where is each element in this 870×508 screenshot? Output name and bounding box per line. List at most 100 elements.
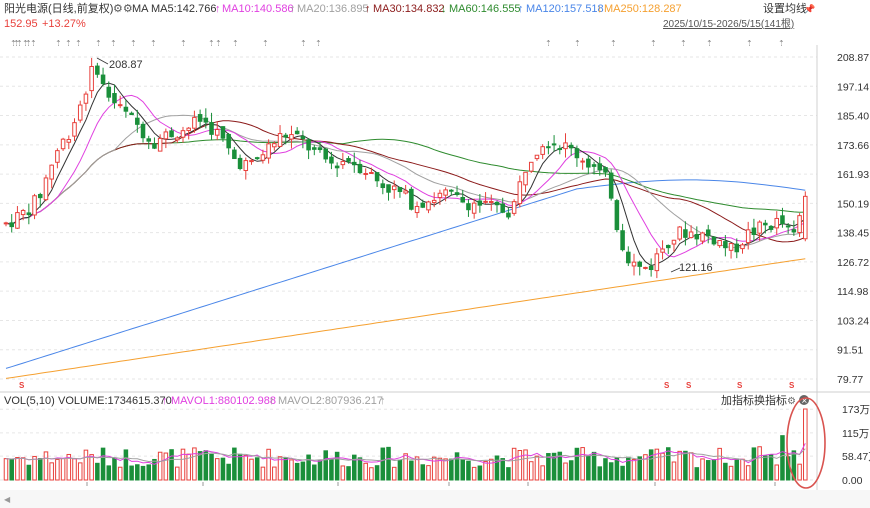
candle-body [431, 199, 437, 204]
candle-body [112, 93, 117, 104]
volume-bar [374, 465, 380, 481]
price-tick-label: 161.93 [837, 169, 869, 181]
event-arrow-icon: ⇡ [75, 39, 82, 48]
volume-bar [637, 456, 642, 481]
volume-bar [20, 457, 26, 481]
volume-bar [517, 450, 523, 481]
candle-body [20, 209, 26, 216]
candle-body [500, 203, 505, 213]
volume-bar [409, 460, 414, 481]
candle-body [791, 229, 797, 233]
volume-bar [283, 457, 289, 481]
candle-body [169, 130, 174, 138]
candle-body [683, 229, 688, 238]
volume-bar [249, 458, 254, 481]
volume-bar [363, 462, 368, 481]
event-arrow-icon: ⇡ [150, 39, 157, 48]
candle-body [477, 200, 483, 206]
add-indicator-button[interactable]: 加指标 [721, 393, 754, 407]
low-annotation: 121.16 [679, 262, 713, 274]
ma250-arrow-icon: ↓ [597, 3, 603, 15]
gear-icon[interactable]: ⚙⚙ [113, 3, 133, 15]
volume-bar [500, 458, 505, 481]
volume-bar [557, 451, 563, 481]
event-arrow-icon: ⇡ [315, 39, 322, 48]
volume-bar [380, 447, 386, 481]
gear-icon-volume[interactable]: ⚙ [787, 396, 796, 407]
volume-bar [317, 460, 323, 481]
candle-body [803, 195, 808, 240]
candle-body [677, 226, 682, 240]
pin-icon[interactable]: 📌 [804, 3, 815, 14]
candle-body [220, 126, 226, 139]
annotations: 208.87 121.16 [96, 57, 713, 274]
volume-bar [791, 450, 797, 481]
volume-bar [489, 458, 494, 481]
candle-body [665, 244, 671, 249]
close-x-icon[interactable]: ✕ [801, 397, 808, 406]
volume-bar [700, 458, 705, 481]
date-range[interactable]: 2025/10/15-2026/5/15(141根) [663, 17, 794, 30]
volume-ma-lines [5, 443, 806, 465]
volume-bar [648, 449, 654, 481]
volume-bar [180, 448, 186, 481]
candle-body [534, 154, 540, 160]
ma60-line [5, 138, 806, 226]
volume-bar [209, 453, 214, 481]
volume-bar [369, 467, 374, 481]
volume-bar [711, 459, 717, 481]
candle-body [369, 171, 374, 174]
ma30-line [5, 120, 806, 243]
candle-body [83, 93, 89, 104]
scroll-left-icon[interactable]: ◀ [4, 495, 11, 504]
candle-body [688, 231, 694, 239]
volume-bar [671, 461, 677, 481]
candle-body [546, 146, 551, 149]
candle-body [66, 139, 72, 143]
candle-body [374, 172, 380, 182]
ma120-arrow-icon: ↑ [518, 3, 524, 15]
volume-grid [0, 408, 817, 481]
scrollbar[interactable]: ◀ [0, 490, 870, 508]
ma10-line [5, 94, 806, 258]
vol-label: VOL(5,10) [4, 395, 55, 407]
volume-bar [254, 457, 260, 481]
candle-body [340, 160, 346, 166]
volume-bars [3, 408, 808, 481]
candle-body [294, 130, 300, 135]
candle-body [414, 205, 420, 214]
volume-bar [780, 435, 785, 481]
candle-body [163, 131, 169, 140]
volume-bar [403, 453, 408, 481]
candle-body [637, 261, 642, 267]
volume-bar [397, 459, 403, 481]
candle-body [460, 196, 466, 203]
change-indicator-button[interactable]: 换指标 [754, 393, 787, 407]
volume-bar [83, 449, 89, 481]
mavol2-arrow-icon-2: ↑ [380, 395, 386, 407]
candle-body [243, 160, 249, 172]
volume-bar [437, 457, 443, 481]
volume-bar [277, 456, 283, 481]
candle-body [289, 134, 294, 140]
candle-body [471, 202, 477, 214]
event-arrow-icon: ⇡ [232, 39, 239, 48]
settings-button[interactable]: 设置均线 [763, 1, 807, 15]
candle-body [3, 222, 9, 225]
price-tick-label: 185.40 [837, 111, 869, 123]
candle-body [517, 181, 523, 205]
candle-body [197, 114, 203, 122]
candle-body [357, 163, 363, 174]
volume-bar [551, 452, 557, 481]
volume-bar [414, 456, 420, 481]
event-arrow-icon: ⇡ [65, 39, 72, 48]
volume-bar [300, 461, 306, 481]
volume-bar [294, 462, 300, 481]
ma20-value: MA20:136.895 [297, 3, 369, 15]
candle-body [728, 243, 734, 251]
volume-bar [203, 450, 209, 481]
candle-body [334, 165, 340, 169]
volume-bar [391, 466, 397, 481]
volume-bar [546, 453, 551, 481]
event-arrow-icon: ⇡ [16, 39, 23, 48]
